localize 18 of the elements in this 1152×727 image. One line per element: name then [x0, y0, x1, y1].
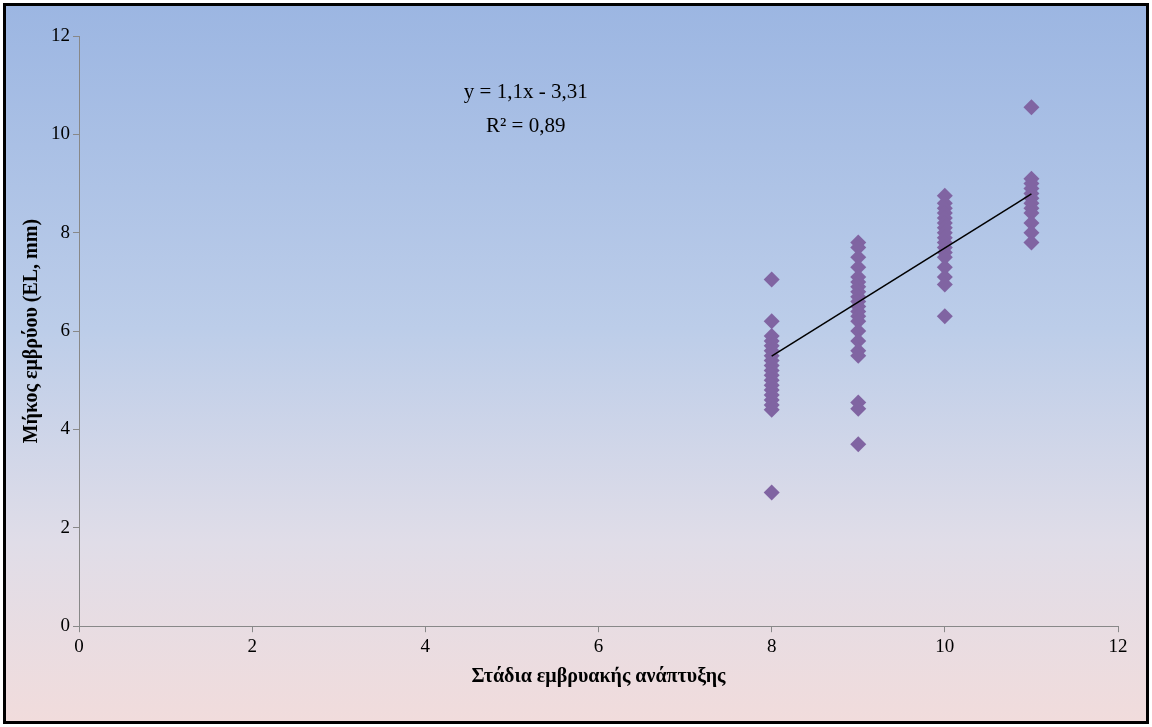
x-tick-label: 2	[247, 634, 257, 656]
x-tick-label: 6	[593, 634, 604, 656]
annotation: R² = 0,89	[486, 112, 566, 137]
y-tick-label: 6	[60, 319, 70, 341]
y-tick-label: 0	[60, 614, 70, 636]
x-tick-label: 12	[1108, 634, 1128, 656]
y-axis-title: Μήκος εμβρύου (EL, mm)	[19, 218, 43, 444]
x-tick-label: 8	[766, 634, 777, 656]
y-tick-label: 4	[60, 417, 71, 439]
y-tick-label: 12	[51, 23, 70, 45]
x-tick-label: 10	[935, 634, 955, 656]
annotation: y = 1,1x - 3,31	[463, 78, 588, 103]
y-tick-label: 8	[60, 220, 70, 242]
x-tick-label: 0	[74, 634, 84, 656]
y-tick-label: 2	[60, 515, 70, 537]
x-axis-title: Στάδια εμβρυακής ανάπτυξης	[471, 664, 727, 688]
x-tick-label: 4	[420, 634, 431, 656]
y-tick-label: 10	[51, 122, 70, 144]
